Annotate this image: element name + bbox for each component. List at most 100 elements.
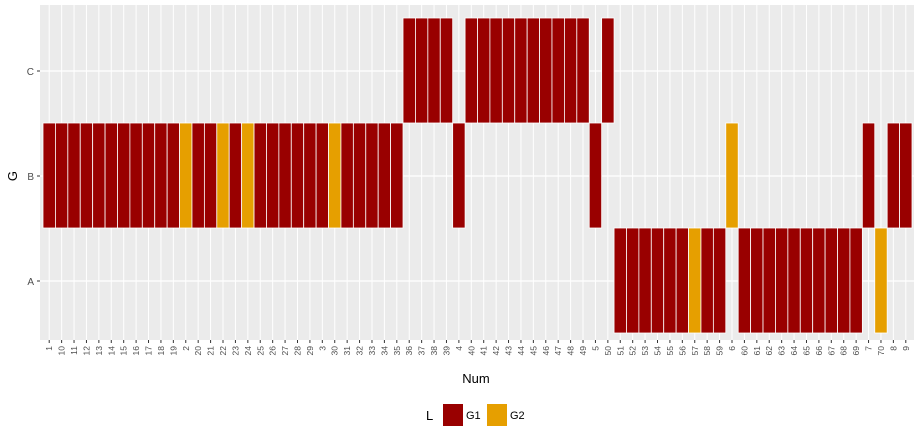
tile-16 [129,122,143,229]
x-tick-label: 14 [106,346,116,356]
x-tick-label: 54 [653,346,663,356]
tile-13 [92,122,106,229]
tile-22 [216,122,230,229]
x-tick-label: 53 [640,346,650,356]
tile-31 [340,122,354,229]
tile-61 [750,227,764,334]
tile-18 [154,122,168,229]
tile-23 [228,122,243,229]
tile-42 [489,17,503,124]
y-axis-title: G [5,171,20,181]
x-tick-label: 41 [479,346,489,356]
x-tick-label: 57 [690,346,700,356]
legend-label-G2: G2 [510,410,525,422]
x-tick-label: 4 [454,346,464,351]
x-tick-label: 48 [566,346,576,356]
tile-6 [725,122,739,229]
y-tick-label: C [27,67,34,78]
tile-60 [737,227,752,334]
tile-53 [638,227,652,334]
y-tick-label: A [27,277,34,288]
tile-7 [861,122,876,229]
x-tick-label: 20 [193,346,203,356]
tile-25 [253,122,267,229]
tile-17 [141,122,156,229]
tile-43 [501,17,516,124]
x-tick-label: 25 [255,346,265,356]
x-tick-label: 47 [553,346,563,356]
tile-45 [526,17,540,124]
x-tick-label: 32 [355,346,365,356]
tile-59 [712,227,727,334]
tile-39 [439,17,454,124]
tile-40 [464,17,478,124]
x-tick-label: 55 [665,346,675,356]
tile-14 [104,122,118,229]
x-tick-label: 34 [379,346,389,356]
x-tick-label: 8 [888,346,898,351]
tile-32 [352,122,367,229]
x-tick-label: 63 [777,346,787,356]
x-tick-label: 62 [764,346,774,356]
tile-49 [576,17,590,124]
tile-47 [551,17,565,124]
tile-20 [191,122,205,229]
x-tick-label: 46 [541,346,551,356]
x-tick-label: 65 [801,346,811,356]
x-tick-label: 58 [702,346,712,356]
tile-57 [688,227,702,334]
x-tick-label: 12 [81,346,91,356]
tile-56 [675,227,689,334]
tile-52 [626,227,640,334]
x-tick-label: 66 [814,346,824,356]
x-tick-label: 24 [243,346,253,356]
x-tick-label: 26 [268,346,278,356]
tile-70 [874,227,888,334]
tile-55 [663,227,677,334]
tile-64 [787,227,801,334]
tile-8 [886,122,900,229]
x-tick-label: 42 [491,346,501,356]
tile-15 [117,122,131,229]
x-tick-label: 39 [441,346,451,356]
x-tick-label: 44 [516,346,526,356]
tile-28 [290,122,305,229]
x-tick-label: 61 [752,346,762,356]
tile-51 [613,227,627,334]
x-tick-label: 22 [218,346,228,356]
x-tick-label: 45 [528,346,538,356]
x-tick-label: 33 [367,346,377,356]
tile-11 [67,122,81,229]
tile-4 [452,122,466,229]
tile-12 [79,122,94,229]
tile-5 [588,122,603,229]
x-tick-label: 49 [578,346,588,356]
x-tick-label: 28 [292,346,302,356]
tile-37 [415,17,429,124]
x-tick-label: 10 [57,346,67,356]
x-tick-label: 11 [69,346,79,355]
x-tick-label: 31 [342,346,352,356]
tile-9 [899,122,913,229]
x-tick-label: 36 [404,346,414,356]
x-tick-label: 17 [144,346,154,356]
x-tick-label: 67 [826,346,836,356]
legend-label-G1: G1 [466,410,481,422]
x-tick-label: 52 [628,346,638,356]
x-tick-label: 59 [715,346,725,356]
x-tick-label: 15 [119,346,129,356]
x-tick-label: 60 [739,346,749,356]
tile-10 [55,122,69,229]
tile-33 [365,122,379,229]
tile-63 [775,227,789,334]
x-tick-label: 29 [305,346,315,356]
tile-69 [849,227,863,334]
x-tick-label: 40 [466,346,476,356]
tile-21 [203,122,218,229]
tile-30 [328,122,342,229]
x-tick-label: 19 [168,346,178,356]
tile-29 [303,122,317,229]
tile-26 [266,122,280,229]
